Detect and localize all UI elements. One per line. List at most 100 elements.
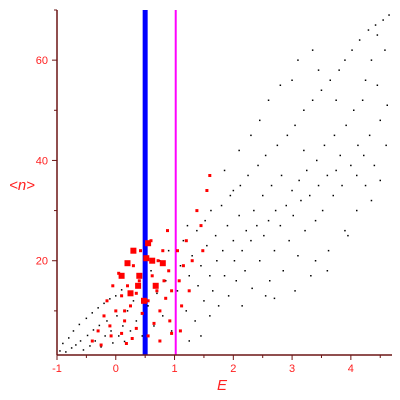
data-point xyxy=(59,350,61,352)
data-point xyxy=(294,290,296,292)
data-point xyxy=(86,334,89,337)
data-point xyxy=(364,79,367,81)
data-point xyxy=(376,84,379,86)
data-point xyxy=(92,329,95,331)
data-point xyxy=(70,347,73,349)
data-point xyxy=(245,229,247,232)
data-point xyxy=(134,291,138,295)
data-point xyxy=(317,69,320,71)
data-point xyxy=(110,330,112,332)
data-point xyxy=(233,260,236,262)
x-tick-label: 0 xyxy=(113,363,119,375)
data-point xyxy=(316,159,318,162)
data-point xyxy=(326,270,329,272)
data-point xyxy=(188,275,190,277)
data-point xyxy=(220,204,223,207)
data-point xyxy=(145,240,152,247)
data-point xyxy=(323,144,326,147)
data-point xyxy=(388,14,390,16)
data-point xyxy=(344,229,346,232)
data-point xyxy=(62,342,64,345)
data-point xyxy=(123,340,126,343)
data-point xyxy=(146,334,150,338)
data-point xyxy=(197,285,199,287)
data-point xyxy=(79,340,82,342)
data-point xyxy=(357,144,359,147)
data-point xyxy=(203,300,205,302)
data-point xyxy=(335,169,337,172)
data-point xyxy=(250,239,252,242)
data-point xyxy=(90,339,94,343)
data-point xyxy=(130,247,137,254)
data-point xyxy=(91,312,93,314)
data-point xyxy=(244,270,246,272)
data-point xyxy=(304,229,306,232)
data-point xyxy=(106,320,108,322)
data-point xyxy=(306,169,308,172)
data-point xyxy=(150,270,152,272)
data-point xyxy=(124,260,131,267)
data-points xyxy=(59,14,390,353)
data-point xyxy=(104,335,106,337)
data-point xyxy=(204,219,206,222)
data-point xyxy=(167,269,171,273)
data-point xyxy=(164,296,168,300)
data-point xyxy=(170,330,173,332)
data-point xyxy=(134,326,138,330)
data-point xyxy=(327,249,330,252)
vertical-lines xyxy=(142,10,177,355)
data-point xyxy=(320,89,323,91)
data-point xyxy=(136,272,143,279)
data-point xyxy=(141,297,147,304)
data-point xyxy=(208,174,212,177)
data-point xyxy=(298,179,300,182)
data-point xyxy=(384,49,386,51)
data-point xyxy=(253,209,255,212)
data-point xyxy=(279,84,282,86)
data-point xyxy=(358,39,361,41)
data-point xyxy=(364,184,367,187)
data-point xyxy=(130,337,134,340)
data-point xyxy=(135,320,138,322)
data-point xyxy=(190,259,194,263)
data-point xyxy=(326,174,329,177)
data-point xyxy=(370,59,373,61)
data-point xyxy=(97,307,99,309)
data-point xyxy=(126,284,129,288)
data-point xyxy=(137,279,141,283)
y-axis-label: <n> xyxy=(9,177,35,194)
data-point xyxy=(178,329,182,333)
data-point xyxy=(216,260,218,262)
data-point xyxy=(310,275,312,277)
data-point xyxy=(314,219,317,222)
data-point xyxy=(344,59,346,61)
axes xyxy=(52,9,392,360)
data-point xyxy=(185,310,187,312)
data-point xyxy=(376,34,379,36)
data-point xyxy=(152,282,159,289)
data-point xyxy=(68,337,70,339)
data-point xyxy=(223,169,226,172)
data-point xyxy=(89,345,91,347)
data-point xyxy=(311,99,314,101)
data-point xyxy=(140,311,144,315)
data-point xyxy=(129,330,132,332)
data-point xyxy=(270,184,273,187)
data-point xyxy=(200,265,202,267)
data-point xyxy=(361,99,364,101)
data-point xyxy=(195,209,199,213)
data-point xyxy=(109,334,113,338)
data-point xyxy=(168,319,172,323)
data-point xyxy=(239,184,242,187)
data-point xyxy=(232,239,235,242)
data-point xyxy=(146,299,150,303)
data-point xyxy=(139,249,142,253)
data-point xyxy=(382,19,384,21)
data-point xyxy=(373,164,376,167)
data-point xyxy=(170,331,174,335)
data-point xyxy=(162,279,166,283)
data-point xyxy=(156,292,158,295)
data-point xyxy=(111,284,115,288)
x-tick-label: -1 xyxy=(52,363,62,375)
data-point xyxy=(82,349,85,351)
